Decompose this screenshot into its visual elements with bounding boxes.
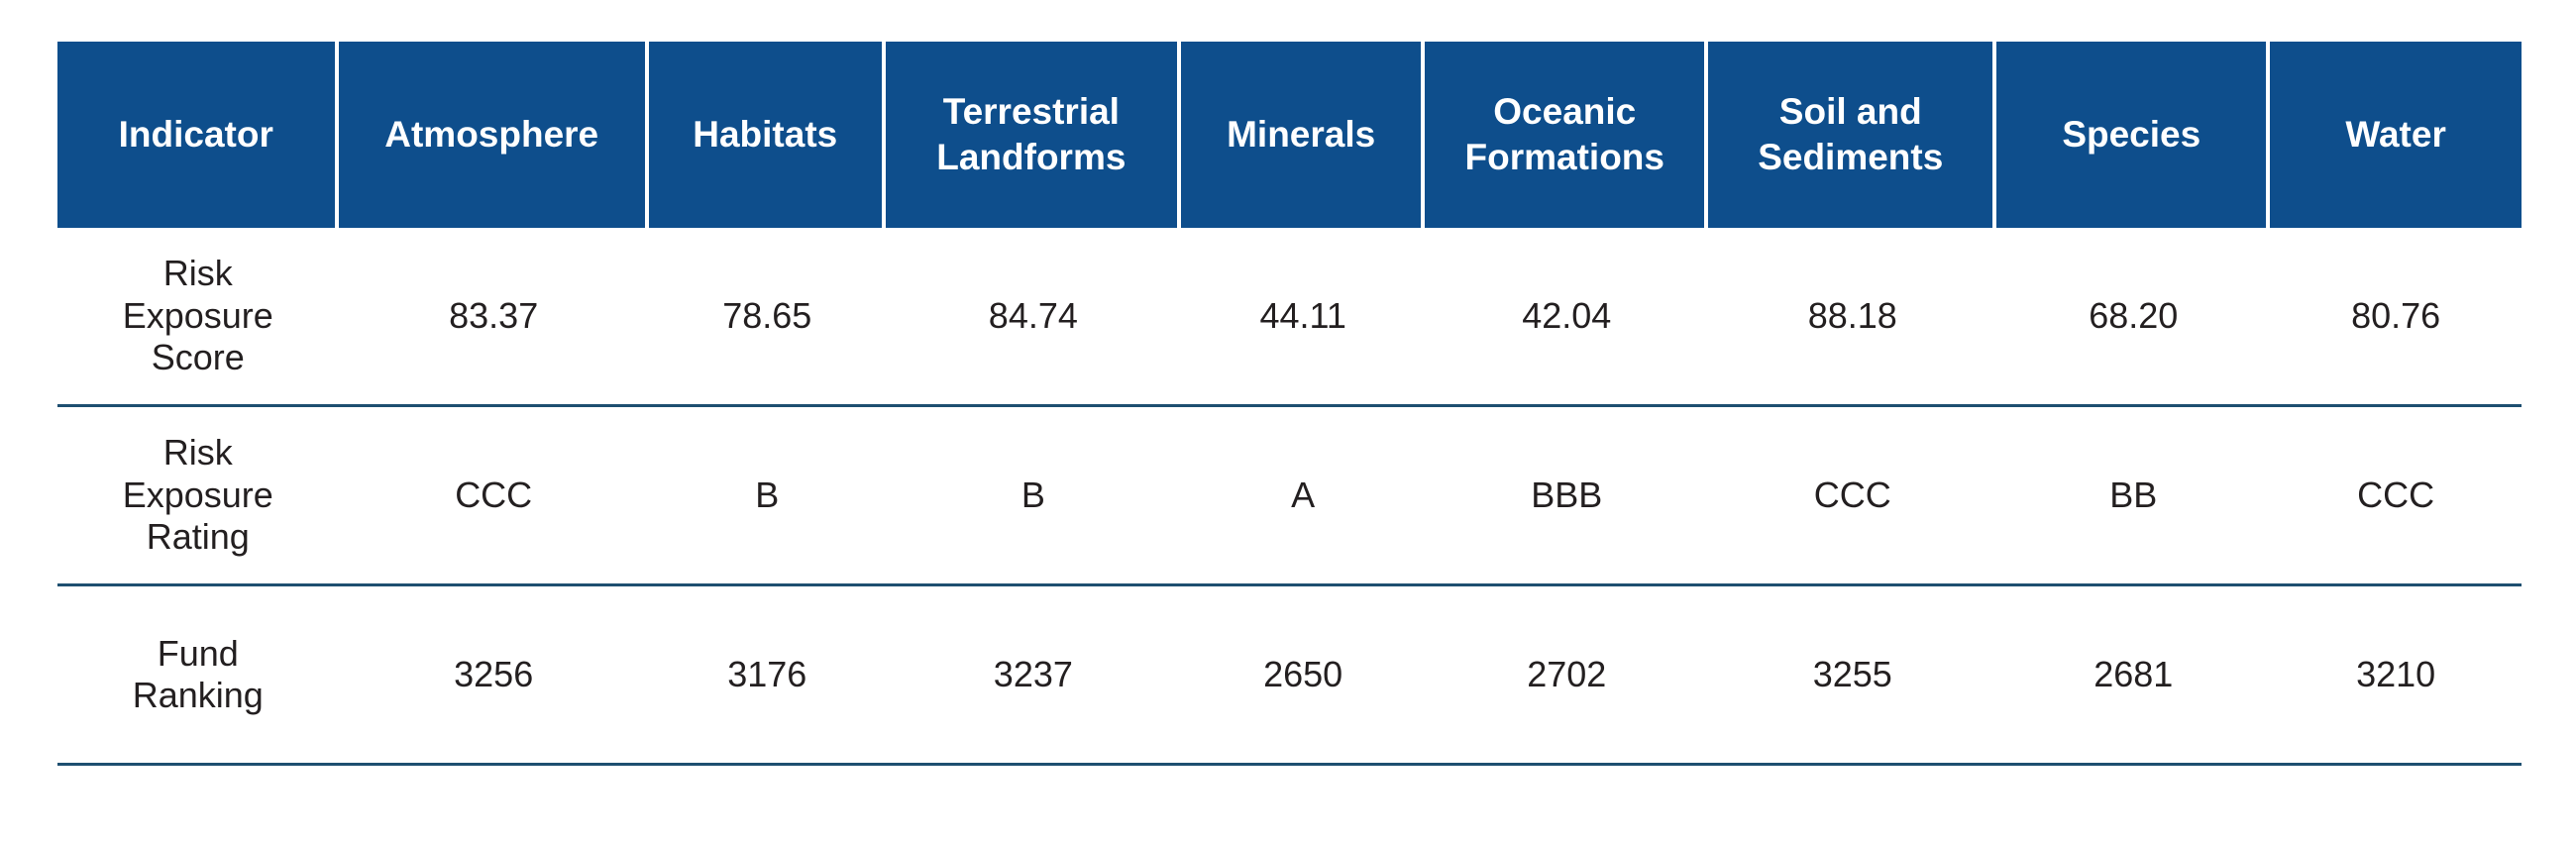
table-cell: 3255 [1708,586,1997,766]
table-row-fund-ranking: Fund Ranking 3256 3176 3237 2650 2702 32… [57,586,2522,766]
table-cell: 68.20 [1996,228,2271,407]
table-cell: 3256 [338,586,649,766]
table-cell: 83.37 [338,228,649,407]
column-header-soil-and-sediments: Soil and Sediments [1708,42,1997,228]
column-header-habitats: Habitats [648,42,886,228]
column-header-species: Species [1996,42,2271,228]
table-cell: CCC [338,407,649,586]
table-cell: BB [1996,407,2271,586]
column-header-atmosphere: Atmosphere [338,42,649,228]
table-cell: CCC [2270,407,2522,586]
column-header-oceanic-formations: Oceanic Formations [1425,42,1709,228]
table-cell: 3176 [648,586,886,766]
row-label-risk-exposure-rating: Risk Exposure Rating [57,407,339,586]
column-header-water: Water [2270,42,2522,228]
row-label-fund-ranking: Fund Ranking [57,586,339,766]
table-cell: 2702 [1425,586,1709,766]
table-cell: 84.74 [885,228,1182,407]
column-header-terrestrial-landforms: Terrestrial Landforms [885,42,1182,228]
row-label-risk-exposure-score: Risk Exposure Score [57,228,339,407]
table-row-risk-exposure-score: Risk Exposure Score 83.37 78.65 84.74 44… [57,228,2522,407]
table-cell: B [885,407,1182,586]
table-cell: 78.65 [648,228,886,407]
table-cell: 88.18 [1708,228,1997,407]
risk-indicator-table-container: Indicator Atmosphere Habitats Terrestria… [57,42,2522,766]
table-cell: CCC [1708,407,1997,586]
table-header-row: Indicator Atmosphere Habitats Terrestria… [57,42,2522,228]
table-cell: A [1181,407,1426,586]
table-cell: BBB [1425,407,1709,586]
table-cell: 80.76 [2270,228,2522,407]
table-cell: 3237 [885,586,1182,766]
column-header-indicator: Indicator [57,42,339,228]
table-cell: 42.04 [1425,228,1709,407]
table-cell: 44.11 [1181,228,1426,407]
table-cell: B [648,407,886,586]
table-cell: 2681 [1996,586,2271,766]
column-header-minerals: Minerals [1181,42,1426,228]
table-row-risk-exposure-rating: Risk Exposure Rating CCC B B A BBB CCC B… [57,407,2522,586]
table-cell: 2650 [1181,586,1426,766]
table-cell: 3210 [2270,586,2522,766]
risk-indicator-table: Indicator Atmosphere Habitats Terrestria… [57,42,2522,766]
